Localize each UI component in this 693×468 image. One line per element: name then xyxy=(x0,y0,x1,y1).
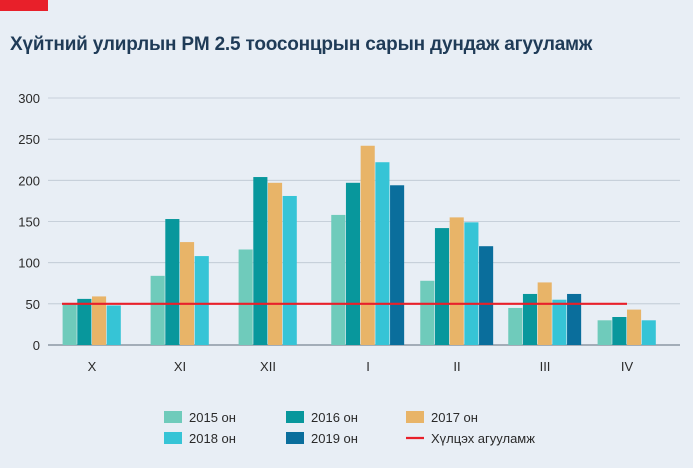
bar xyxy=(92,296,107,345)
legend-swatch xyxy=(164,432,182,444)
y-tick-label: 100 xyxy=(18,256,40,271)
bar xyxy=(552,299,567,345)
bar xyxy=(345,182,361,345)
bar xyxy=(238,249,253,345)
x-tick-label: XII xyxy=(260,359,276,374)
bar xyxy=(282,195,297,345)
bar xyxy=(567,293,582,345)
x-tick-label: X xyxy=(88,359,97,374)
legend-swatch xyxy=(164,411,182,423)
y-tick-label: 0 xyxy=(33,338,40,353)
corner-accent-mark xyxy=(0,0,48,11)
bar xyxy=(508,307,523,345)
bar xyxy=(360,145,375,345)
bar xyxy=(627,309,642,345)
x-tick-label: III xyxy=(540,359,551,374)
legend-swatch xyxy=(406,411,424,423)
legend-label: Хүлцэх агууламж xyxy=(431,431,535,446)
bar xyxy=(612,317,627,345)
bar xyxy=(434,228,450,345)
legend-label: 2016 он xyxy=(311,410,358,425)
bar xyxy=(180,242,195,345)
bar xyxy=(375,162,390,345)
bar xyxy=(464,222,479,345)
bar xyxy=(62,303,77,345)
legend-label: 2019 он xyxy=(311,431,358,446)
bar xyxy=(641,320,656,345)
legend-swatch xyxy=(286,432,304,444)
legend-label: 2017 он xyxy=(431,410,478,425)
x-tick-label: I xyxy=(366,359,370,374)
y-tick-label: 50 xyxy=(26,297,40,312)
bar xyxy=(253,177,268,345)
bar xyxy=(77,298,92,345)
chart-title: Хүйтний улирлын PM 2.5 тоосонцрын сарын … xyxy=(10,34,593,55)
bar xyxy=(522,293,538,345)
y-tick-label: 150 xyxy=(18,215,40,230)
y-tick-label: 200 xyxy=(18,173,40,188)
legend-swatch xyxy=(286,411,304,423)
bar xyxy=(390,185,405,345)
legend-label: 2015 он xyxy=(189,410,236,425)
bar xyxy=(420,280,435,345)
bar xyxy=(150,275,165,345)
bar xyxy=(165,219,180,345)
bar xyxy=(479,246,494,345)
bar xyxy=(106,305,121,345)
bar xyxy=(449,217,464,345)
bar xyxy=(331,214,346,345)
y-tick-label: 250 xyxy=(18,132,40,147)
legend-label: 2018 он xyxy=(189,431,236,446)
bar xyxy=(597,320,612,345)
bar xyxy=(268,182,283,345)
y-tick-label: 300 xyxy=(18,91,40,106)
x-tick-label: IV xyxy=(621,359,634,374)
x-tick-label: II xyxy=(453,359,460,374)
x-tick-label: XI xyxy=(174,359,186,374)
bar xyxy=(537,282,552,345)
bar xyxy=(194,256,209,345)
